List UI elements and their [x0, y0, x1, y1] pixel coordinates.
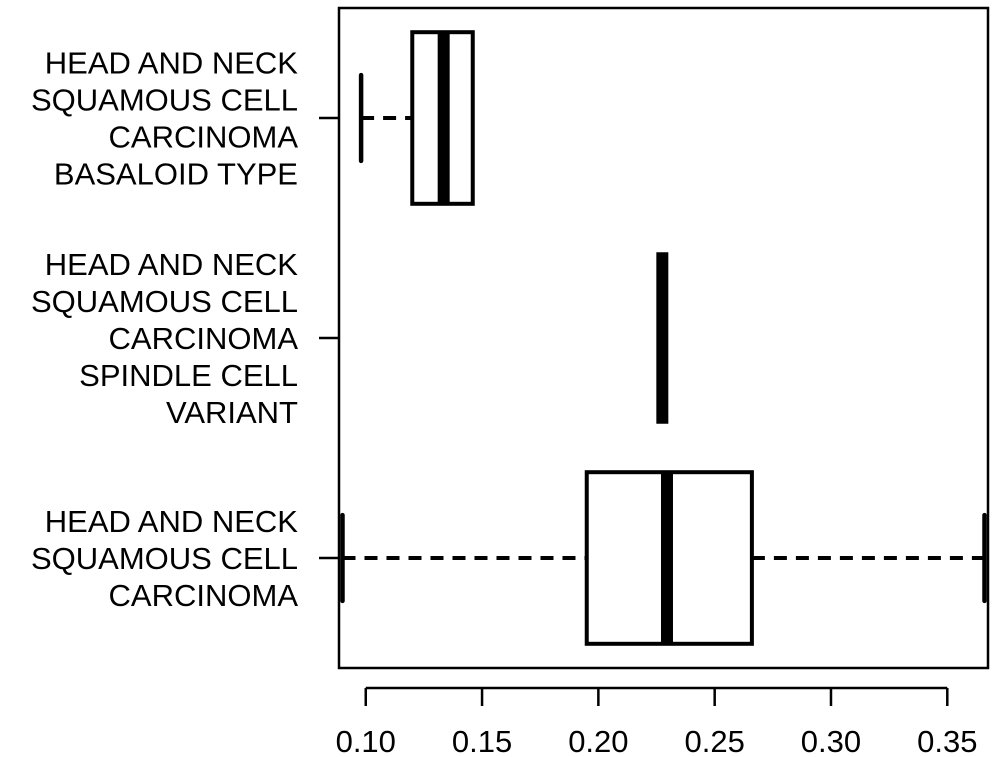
x-tick-label: 0.35: [917, 724, 977, 757]
x-axis: 0.10 0.15 0.20 0.25 0.30 0.35: [336, 686, 977, 757]
category-label-line: HEAD AND NECK: [45, 46, 299, 81]
category-label-line: SQUAMOUS CELL: [31, 284, 298, 319]
category-label-line: SPINDLE CELL: [79, 358, 298, 393]
box-group-2: [340, 470, 987, 646]
category-label-line: SQUAMOUS CELL: [31, 83, 298, 118]
x-tick-label: 0.20: [568, 724, 628, 757]
box-group-0: [358, 30, 475, 206]
category-label-line: CARCINOMA: [109, 321, 299, 356]
category-label-line: CARCINOMA: [109, 120, 299, 155]
category-label-line: HEAD AND NECK: [45, 504, 299, 539]
category-label-line: VARIANT: [166, 395, 298, 430]
x-tick-label: 0.15: [452, 724, 512, 757]
category-label-line: CARCINOMA: [109, 578, 299, 613]
category-label-line: HEAD AND NECK: [45, 247, 299, 282]
category-label-line: BASALOID TYPE: [54, 157, 298, 192]
x-tick-label: 0.10: [336, 724, 396, 757]
x-tick-label: 0.25: [685, 724, 745, 757]
chart-marks: [340, 30, 987, 646]
x-tick-label: 0.30: [801, 724, 861, 757]
category-label-line: SQUAMOUS CELL: [31, 541, 298, 576]
